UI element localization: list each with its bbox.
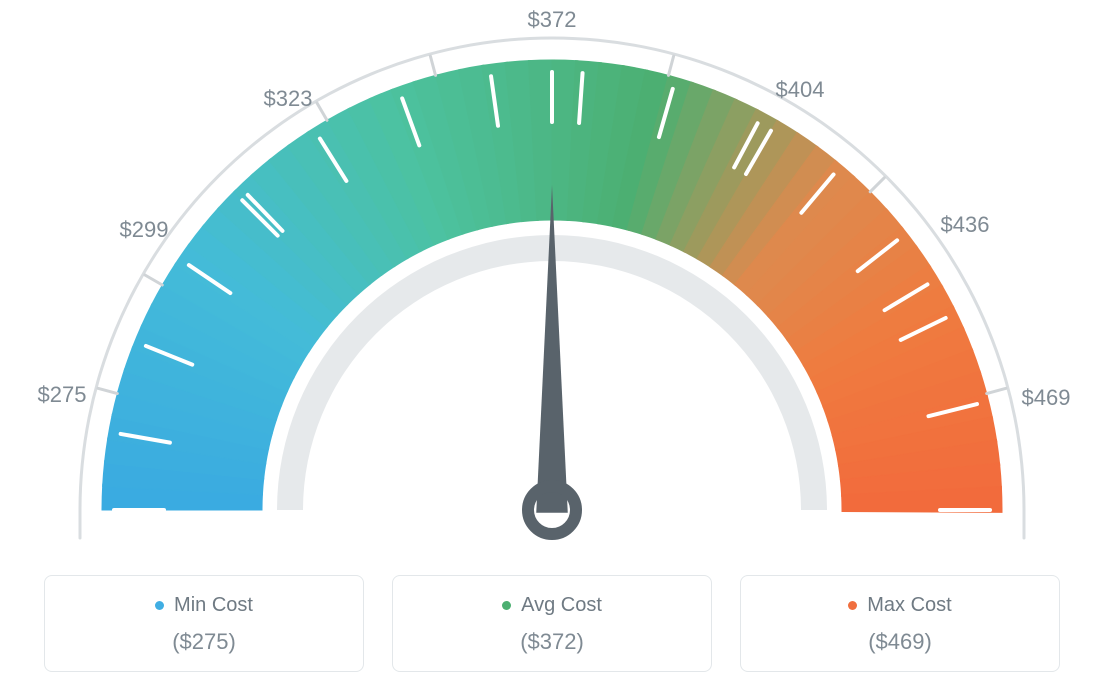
dot-icon [155,601,164,610]
dot-icon [848,601,857,610]
legend-value-min: ($275) [55,629,353,655]
cost-gauge-chart: $275 $299 $323 $372 $404 $436 $469 Min Cost ($… [0,0,1104,690]
gauge-tick-label: $372 [528,7,577,33]
legend-title-min: Min Cost [155,594,253,617]
legend-card-avg: Avg Cost ($372) [392,575,712,672]
legend-title-avg: Avg Cost [502,594,602,617]
legend-label: Min Cost [174,594,253,617]
legend-title-max: Max Cost [848,594,951,617]
gauge-tick-label: $275 [38,382,87,408]
gauge-tick-label: $404 [776,77,825,103]
gauge-tick-label: $299 [120,217,169,243]
gauge-area: $275 $299 $323 $372 $404 $436 $469 [0,0,1104,560]
gauge-svg [0,0,1104,560]
legend-label: Max Cost [867,594,951,617]
gauge-tick-label: $469 [1022,385,1071,411]
dot-icon [502,601,511,610]
legend-value-avg: ($372) [403,629,701,655]
legend-label: Avg Cost [521,594,602,617]
gauge-tick-label: $323 [264,86,313,112]
legend-row: Min Cost ($275) Avg Cost ($372) Max Cost… [0,575,1104,672]
legend-card-max: Max Cost ($469) [740,575,1060,672]
gauge-tick-label: $436 [941,212,990,238]
legend-card-min: Min Cost ($275) [44,575,364,672]
legend-value-max: ($469) [751,629,1049,655]
